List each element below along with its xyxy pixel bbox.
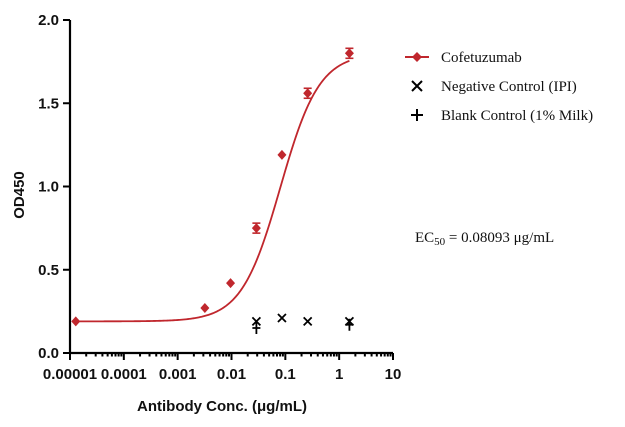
negative-control-point (303, 316, 313, 327)
cofetuzumab-point (200, 303, 210, 314)
legend-x-marker-icon (411, 80, 423, 92)
y-tick-label: 2.0 (38, 12, 59, 29)
ec50-value: = 0.08093 μg/mL (445, 230, 554, 246)
blank-control-point (345, 318, 354, 331)
cofetuzumab-point (71, 316, 81, 327)
blank-control-point (252, 322, 261, 335)
legend-label-cofetuzumab: Cofetuzumab (441, 50, 522, 66)
legend-label-negative-control: Negative Control (IPI) (441, 79, 577, 95)
y-tick-label: 1.0 (38, 179, 59, 196)
legend-plus-marker-icon (411, 109, 423, 121)
legend-label-blank-control: Blank Control (1% Milk) (441, 108, 593, 124)
x-tick-label: 1 (335, 366, 343, 383)
negative-control-point (251, 316, 262, 327)
legend-diamond-icon (412, 52, 422, 62)
axes (68, 20, 393, 355)
legend-item-cofetuzumab: Cofetuzumab (405, 50, 522, 66)
ec50-subscript: 50 (434, 236, 446, 248)
y-tick-label: 0.0 (38, 345, 59, 362)
x-tick-label: 0.1 (275, 366, 296, 383)
negative-control-point (277, 313, 287, 323)
legend: Cofetuzumab Negative Control (IPI) Blank… (405, 50, 593, 124)
cofetuzumab-point (277, 149, 287, 160)
legend-item-negative-control: Negative Control (IPI) (411, 79, 577, 95)
cofetuzumab-fit-curve (75, 60, 350, 323)
x-axis-title: Antibody Conc. (μg/mL) (137, 398, 307, 415)
ec50-annotation: EC50 = 0.08093 μg/mL (415, 230, 554, 248)
legend-item-blank-control: Blank Control (1% Milk) (411, 108, 593, 124)
x-tick-label: 0.001 (159, 366, 197, 383)
x-tick-label: 0.01 (217, 366, 246, 383)
y-axis-title: OD450 (11, 171, 28, 219)
x-tick-label: 0.00001 (43, 366, 97, 383)
cofetuzumab-point (251, 223, 261, 234)
x-ticks: 0.00001 0.0001 0.001 0.01 0.1 1 10 (43, 353, 401, 383)
ec50-prefix: EC (415, 230, 434, 246)
plot-area (71, 47, 355, 335)
y-tick-label: 0.5 (38, 262, 59, 279)
cofetuzumab-point (226, 278, 236, 289)
cofetuzumab-point (344, 48, 354, 59)
y-tick-label: 1.5 (38, 95, 59, 112)
x-tick-label: 10 (385, 366, 402, 383)
x-tick-label: 0.0001 (101, 366, 147, 383)
y-ticks: 0.0 0.5 1.0 1.5 2.0 (38, 12, 70, 362)
cofetuzumab-point (303, 88, 313, 99)
